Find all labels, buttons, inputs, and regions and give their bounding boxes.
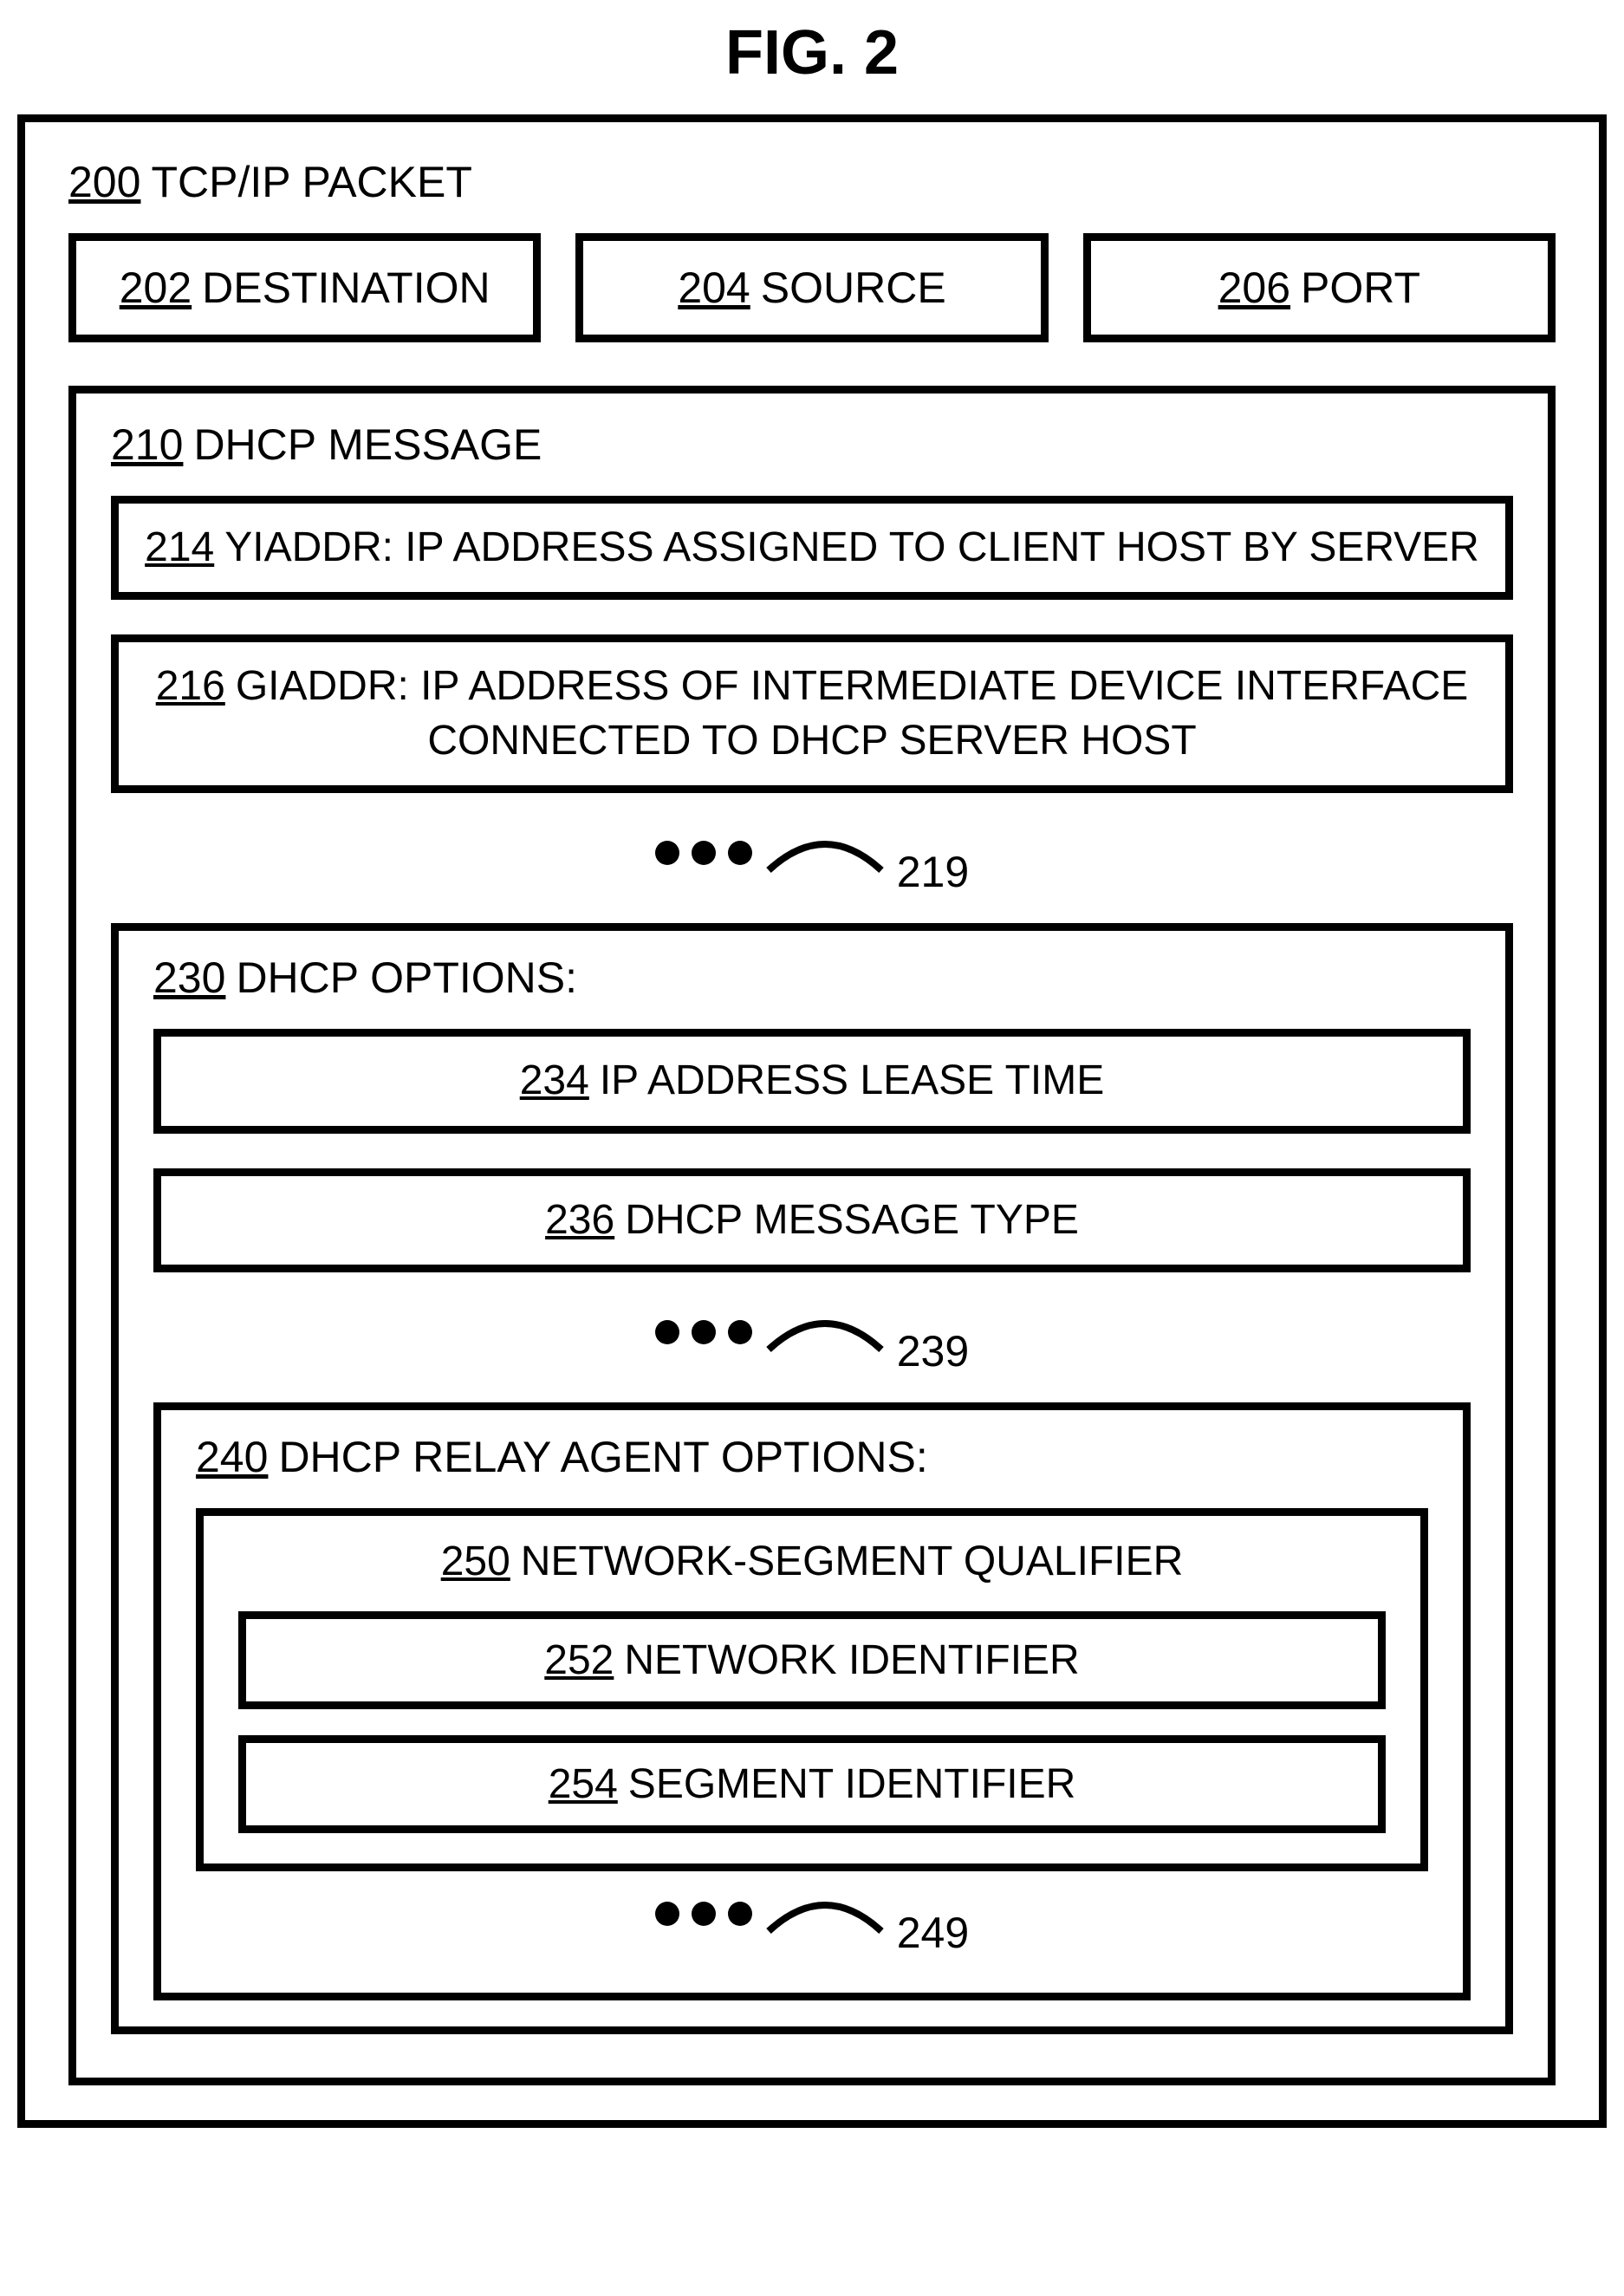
- message-type-num: 236: [545, 1197, 614, 1243]
- packet-num: 200: [68, 158, 140, 206]
- segment-identifier-field: 254SEGMENT IDENTIFIER: [238, 1735, 1386, 1833]
- destination-num: 202: [120, 263, 192, 312]
- dhcp-options-box: 230DHCP OPTIONS: 234IP ADDRESS LEASE TIM…: [111, 923, 1513, 2034]
- leader-arc-icon: [764, 1892, 886, 1935]
- dhcp-options-label: 230DHCP OPTIONS:: [153, 953, 1471, 1003]
- giaddr-num: 216: [156, 663, 225, 709]
- network-identifier-num: 252: [544, 1637, 614, 1683]
- port-field: 206PORT: [1083, 233, 1556, 342]
- giaddr-field: 216GIADDR: IP ADDRESS OF INTERMEDIATE DE…: [111, 634, 1513, 793]
- network-identifier-field: 252NETWORK IDENTIFIER: [238, 1611, 1386, 1709]
- header-fields-row: 202DESTINATION 204SOURCE 206PORT: [68, 233, 1556, 342]
- yiaddr-num: 214: [145, 524, 214, 570]
- source-field: 204SOURCE: [575, 233, 1048, 342]
- leader-arc-icon: [764, 831, 886, 875]
- ellipsis-239-num: 239: [897, 1326, 969, 1376]
- ellipsis-239: 239: [153, 1307, 1471, 1376]
- segment-identifier-text: SEGMENT IDENTIFIER: [628, 1761, 1076, 1807]
- tcp-ip-packet-box: 200TCP/IP PACKET 202DESTINATION 204SOURC…: [17, 114, 1607, 2128]
- ellipsis-dots-icon: [655, 841, 752, 865]
- yiaddr-field: 214YIADDR: IP ADDRESS ASSIGNED TO CLIENT…: [111, 496, 1513, 600]
- relay-agent-num: 240: [196, 1433, 268, 1481]
- dhcp-message-num: 210: [111, 420, 183, 469]
- relay-agent-label: 240DHCP RELAY AGENT OPTIONS:: [196, 1432, 1428, 1482]
- message-type-text: DHCP MESSAGE TYPE: [625, 1197, 1079, 1243]
- source-text: SOURCE: [761, 263, 946, 312]
- lease-time-text: IP ADDRESS LEASE TIME: [600, 1057, 1104, 1103]
- relay-agent-text: DHCP RELAY AGENT OPTIONS:: [278, 1433, 927, 1481]
- ellipsis-219: 219: [111, 828, 1513, 897]
- dhcp-options-num: 230: [153, 953, 225, 1002]
- relay-agent-options-box: 240DHCP RELAY AGENT OPTIONS: 250NETWORK-…: [153, 1402, 1471, 2000]
- port-text: PORT: [1301, 263, 1420, 312]
- dhcp-message-text: DHCP MESSAGE: [193, 420, 542, 469]
- message-type-field: 236DHCP MESSAGE TYPE: [153, 1168, 1471, 1272]
- ellipsis-dots-icon: [655, 1320, 752, 1344]
- source-num: 204: [678, 263, 750, 312]
- destination-text: DESTINATION: [202, 263, 490, 312]
- dhcp-message-box: 210DHCP MESSAGE 214YIADDR: IP ADDRESS AS…: [68, 386, 1556, 2085]
- packet-text: TCP/IP PACKET: [151, 158, 471, 206]
- qualifier-num: 250: [441, 1538, 510, 1584]
- ellipsis-dots-icon: [655, 1902, 752, 1926]
- qualifier-text: NETWORK-SEGMENT QUALIFIER: [521, 1538, 1184, 1584]
- packet-label: 200TCP/IP PACKET: [68, 157, 1556, 207]
- segment-identifier-num: 254: [549, 1761, 618, 1807]
- network-segment-qualifier-box: 250NETWORK-SEGMENT QUALIFIER 252NETWORK …: [196, 1508, 1428, 1871]
- giaddr-text: GIADDR: IP ADDRESS OF INTERMEDIATE DEVIC…: [236, 663, 1468, 763]
- dhcp-options-text: DHCP OPTIONS:: [236, 953, 577, 1002]
- port-num: 206: [1218, 263, 1290, 312]
- destination-field: 202DESTINATION: [68, 233, 541, 342]
- ellipsis-249-num: 249: [897, 1908, 969, 1958]
- yiaddr-text: YIADDR: IP ADDRESS ASSIGNED TO CLIENT HO…: [224, 524, 1479, 570]
- dhcp-message-label: 210DHCP MESSAGE: [111, 420, 1513, 470]
- leader-arc-icon: [764, 1311, 886, 1354]
- lease-time-field: 234IP ADDRESS LEASE TIME: [153, 1029, 1471, 1133]
- qualifier-title: 250NETWORK-SEGMENT QUALIFIER: [238, 1538, 1386, 1585]
- lease-time-num: 234: [520, 1057, 589, 1103]
- ellipsis-219-num: 219: [897, 847, 969, 897]
- figure-title: FIG. 2: [17, 17, 1607, 88]
- network-identifier-text: NETWORK IDENTIFIER: [624, 1637, 1079, 1683]
- ellipsis-249: 249: [196, 1889, 1428, 1958]
